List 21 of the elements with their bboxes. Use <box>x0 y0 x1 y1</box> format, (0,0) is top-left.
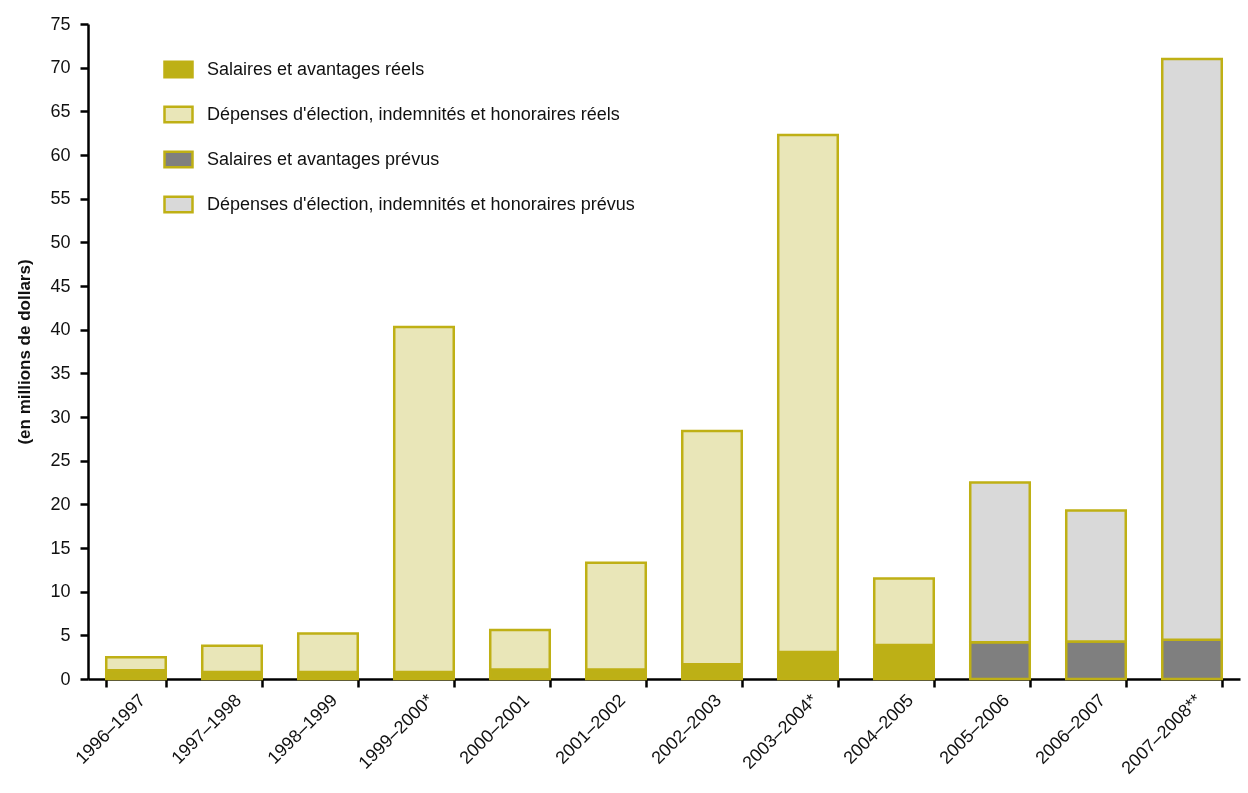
y-tick-label: 55 <box>50 188 71 209</box>
legend-label: Dépenses d'élection, indemnités et honoraires prévus <box>207 193 635 214</box>
y-tick-label: 0 <box>60 668 71 689</box>
y-axis-title: (en millions de dollars) <box>15 259 35 445</box>
y-tick-label: 35 <box>50 362 71 383</box>
y-tick-label: 10 <box>50 581 71 602</box>
y-tick-label: 30 <box>50 406 71 427</box>
legend-label: Dépenses d'élection, indemnités et honoraires réels <box>207 103 620 124</box>
y-tick-label: 60 <box>50 144 71 165</box>
y-tick-label: 25 <box>50 450 71 471</box>
legend-label: Salaires et avantages réels <box>207 58 425 79</box>
y-tick-label: 20 <box>50 493 71 514</box>
y-tick-label: 75 <box>50 13 71 34</box>
y-tick-label: 5 <box>60 624 71 645</box>
y-tick-label: 70 <box>50 57 71 78</box>
y-tick-label: 65 <box>50 100 71 121</box>
y-tick-label: 45 <box>50 275 71 296</box>
legend-label: Salaires et avantages prévus <box>207 148 440 169</box>
y-tick-label: 15 <box>50 537 71 558</box>
y-tick-label: 50 <box>50 231 71 252</box>
y-tick-label: 40 <box>50 319 71 340</box>
